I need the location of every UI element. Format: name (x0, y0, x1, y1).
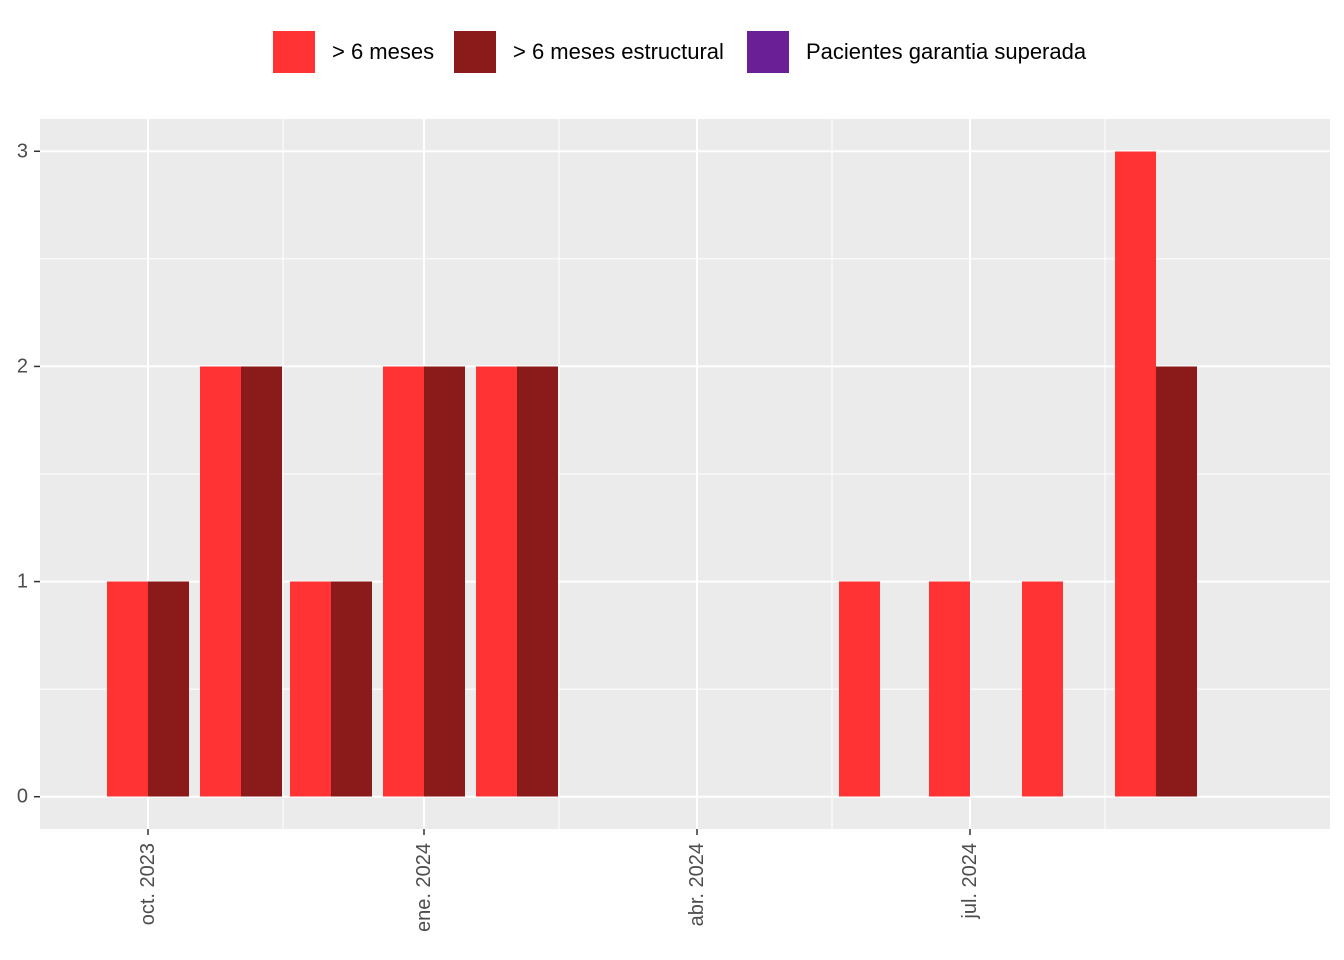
x-tick-label: abr. 2024 (686, 843, 708, 926)
legend-key-mas-6-meses (272, 30, 316, 74)
legend-label-pacientes-garantia-superada: Pacientes garantia superada (806, 39, 1087, 64)
bar-mas-6-meses-2023-11-01 (199, 366, 241, 797)
bar-mas-6-meses-2023-12-01 (289, 581, 331, 797)
bar-mas-6-meses-estructural-2023-12-01 (331, 581, 373, 797)
bar-mas-6-meses-estructural-2023-11-01 (241, 366, 283, 797)
bar-mas-6-meses-estructural-2024-02-01 (517, 366, 559, 797)
bar-mas-6-meses-2024-07-01 (928, 581, 970, 797)
bar-mas-6-meses-2024-08-01 (1021, 581, 1063, 797)
legend-key-mas-6-meses-estructural (453, 30, 497, 74)
y-tick-label: 1 (17, 571, 28, 593)
legend-label-mas-6-meses: > 6 meses (332, 39, 435, 64)
legend-item-mas-6-meses-estructural: > 6 meses estructural (453, 28, 724, 76)
bar-mas-6-meses-2024-09-01 (1114, 151, 1156, 797)
legend: > 6 meses > 6 meses estructural Paciente… (0, 28, 1344, 76)
bar-mas-6-meses-2024-02-01 (475, 366, 517, 797)
y-tick-label: 0 (17, 786, 28, 808)
bar-mas-6-meses-2024-01-01 (382, 366, 424, 797)
legend-item-pacientes-garantia-superada: Pacientes garantia superada (746, 28, 1086, 76)
bar-mas-6-meses-2023-10-01 (106, 581, 148, 797)
legend-item-mas-6-meses: > 6 meses (272, 28, 434, 76)
bar-mas-6-meses-estructural-2024-01-01 (424, 366, 466, 797)
legend-key-pacientes-garantia-superada (746, 30, 790, 74)
y-tick-label: 2 (17, 355, 28, 377)
bar-mas-6-meses-2024-06-01 (838, 581, 880, 797)
legend-label-mas-6-meses-estructural: > 6 meses estructural (513, 39, 724, 64)
x-tick-label: ene. 2024 (413, 843, 435, 932)
y-tick-label: 3 (17, 140, 28, 162)
x-tick-label: jul. 2024 (959, 843, 981, 920)
bar-mas-6-meses-estructural-2023-10-01 (148, 581, 190, 797)
x-tick-label: oct. 2023 (137, 843, 159, 925)
bar-mas-6-meses-estructural-2024-09-01 (1156, 366, 1198, 797)
